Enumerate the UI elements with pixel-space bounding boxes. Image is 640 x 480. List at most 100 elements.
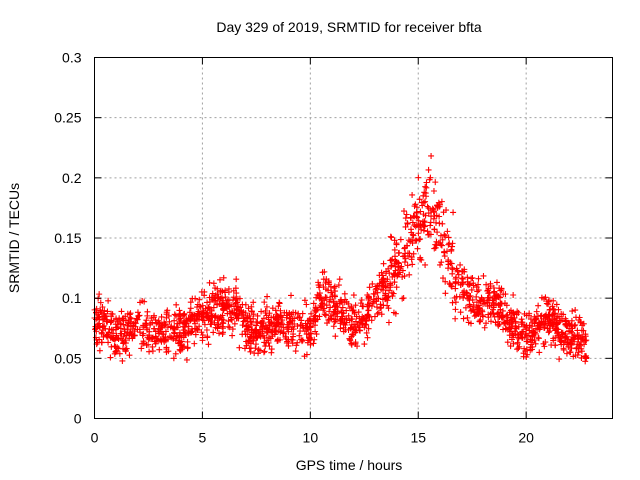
- data-point: [140, 324, 147, 331]
- data-point: [409, 191, 416, 198]
- data-point: [365, 295, 372, 302]
- data-point: [207, 321, 214, 328]
- data-point: [297, 328, 304, 335]
- data-point: [509, 316, 515, 323]
- data-point: [349, 331, 356, 338]
- data-point: [424, 228, 431, 235]
- data-point: [304, 317, 311, 324]
- tick-labels: 0 0.05 0.1 0.15 0.2 0.25 0.3 0 5 10 15 20: [54, 50, 534, 446]
- data-point: [259, 325, 266, 332]
- data-point: [545, 298, 552, 305]
- data-point: [210, 329, 217, 336]
- data-point: [436, 261, 443, 268]
- data-point: [191, 340, 198, 347]
- data-point: [523, 326, 530, 333]
- data-point: [560, 346, 567, 353]
- data-point: [229, 332, 236, 339]
- data-point: [328, 289, 335, 296]
- data-point: [239, 301, 246, 308]
- data-point: [441, 231, 448, 238]
- data-point: [452, 315, 459, 322]
- data-point: [270, 314, 277, 321]
- x-tick-label: 10: [303, 430, 319, 446]
- data-point: [465, 281, 472, 288]
- data-point: [361, 341, 368, 348]
- data-point: [326, 308, 333, 315]
- data-point: [496, 321, 503, 328]
- data-point: [174, 320, 181, 327]
- data-point: [380, 283, 387, 290]
- x-tick-label: 0: [91, 430, 99, 446]
- data-point: [329, 293, 336, 300]
- data-point: [262, 343, 269, 350]
- data-point: [126, 311, 133, 318]
- data-point: [470, 280, 477, 287]
- data-point: [364, 291, 371, 298]
- data-point: [216, 330, 223, 337]
- data-point: [337, 325, 344, 332]
- data-point: [155, 317, 162, 324]
- data-point: [163, 311, 170, 318]
- data-point: [253, 322, 260, 329]
- data-point: [546, 307, 553, 314]
- data-point: [322, 311, 329, 318]
- data-point: [187, 299, 194, 306]
- data-point: [327, 312, 334, 319]
- data-point: [239, 322, 246, 329]
- data-point: [265, 316, 272, 323]
- data-point: [416, 236, 423, 243]
- data-point: [123, 345, 130, 352]
- data-point: [580, 320, 587, 327]
- data-point: [488, 318, 495, 325]
- data-point: [176, 332, 183, 339]
- data-point: [381, 278, 388, 285]
- data-point: [181, 319, 188, 326]
- data-point: [269, 333, 276, 340]
- data-point: [303, 331, 310, 338]
- data-point: [214, 285, 221, 292]
- data-point: [446, 240, 453, 247]
- y-tick-label: 0.15: [54, 230, 81, 246]
- data-point: [468, 275, 475, 282]
- data-point: [290, 331, 297, 338]
- data-point: [374, 282, 381, 289]
- data-point: [487, 280, 494, 287]
- data-point: [118, 308, 125, 315]
- data-point: [373, 304, 380, 311]
- data-point: [495, 313, 502, 320]
- data-point: [532, 340, 539, 347]
- data-point: [127, 310, 134, 317]
- data-point: [387, 233, 394, 240]
- data-point: [570, 335, 577, 342]
- data-point: [107, 354, 114, 361]
- data-point: [486, 289, 493, 296]
- data-point: [320, 284, 327, 291]
- data-point: [263, 303, 270, 310]
- data-point: [420, 227, 427, 234]
- data-point: [337, 298, 344, 305]
- data-point: [529, 323, 536, 330]
- data-point: [144, 326, 151, 333]
- data-point: [303, 301, 310, 308]
- data-point: [483, 320, 490, 327]
- data-point: [126, 335, 133, 342]
- data-point: [389, 256, 396, 263]
- y-tick-label: 0: [74, 411, 82, 427]
- data-point: [313, 307, 320, 314]
- data-point: [469, 296, 476, 303]
- data-point: [541, 313, 548, 320]
- data-point: [298, 317, 305, 324]
- data-point: [178, 338, 185, 345]
- data-point: [393, 284, 400, 291]
- data-point: [312, 309, 319, 316]
- data-point: [422, 261, 429, 268]
- data-point: [177, 347, 184, 354]
- data-point: [407, 214, 414, 221]
- data-point: [415, 217, 422, 224]
- data-point: [404, 242, 411, 249]
- data-point: [378, 311, 385, 318]
- data-point: [283, 309, 290, 316]
- data-point: [440, 275, 447, 282]
- data-point: [288, 311, 295, 318]
- data-point: [471, 313, 478, 320]
